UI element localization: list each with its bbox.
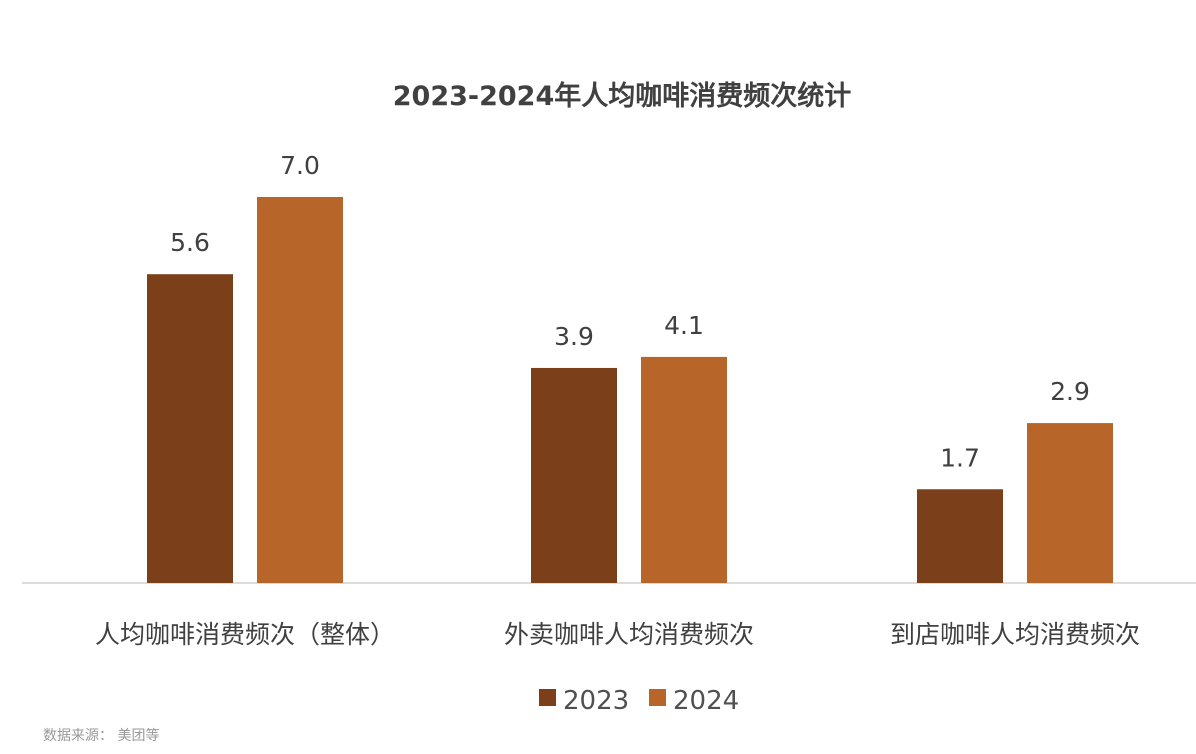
legend-swatch-2024 xyxy=(649,689,666,706)
category-label: 人均咖啡消费频次（整体） xyxy=(95,620,395,649)
chart-title: 2023-2024年人均咖啡消费频次统计 xyxy=(393,80,852,112)
category-label: 到店咖啡人均消费频次 xyxy=(890,620,1140,649)
bar-2023-2 xyxy=(917,489,1003,583)
bar-2024-1 xyxy=(641,356,727,583)
data-label: 2.9 xyxy=(1050,377,1090,406)
bar-2023-0 xyxy=(147,274,233,583)
data-label: 3.9 xyxy=(554,322,594,351)
bar-2024-0 xyxy=(257,197,343,583)
legend-label: 2024 xyxy=(673,686,739,716)
category-label: 外卖咖啡人均消费频次 xyxy=(504,620,754,649)
legend-swatch-2023 xyxy=(539,689,556,706)
data-label: 5.6 xyxy=(170,228,210,257)
bar-2023-1 xyxy=(531,367,617,583)
data-label: 1.7 xyxy=(940,443,980,472)
source-note: 数据来源： 美团等 xyxy=(43,727,159,744)
legend-label: 2023 xyxy=(563,686,629,716)
data-label: 7.0 xyxy=(280,151,320,180)
bar-2024-2 xyxy=(1027,423,1113,583)
data-label: 4.1 xyxy=(664,311,704,340)
